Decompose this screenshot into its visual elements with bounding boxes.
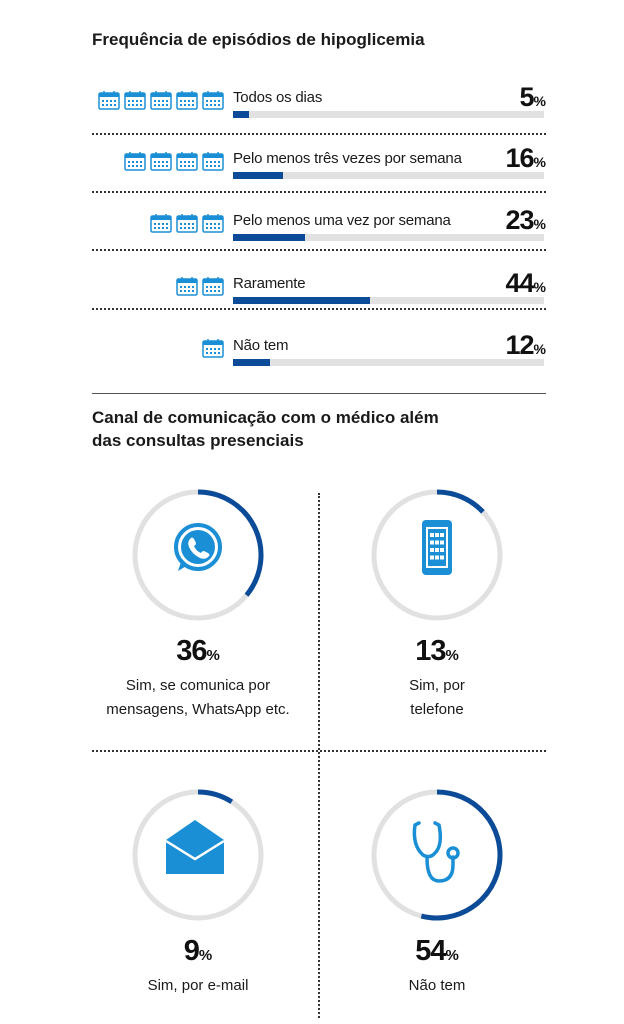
- ring-label: Sim, se comunica por mensagens, WhatsApp…: [106, 677, 290, 718]
- donut-ring: [132, 789, 264, 921]
- calendar-icon: [176, 152, 198, 171]
- calendar-icon: [150, 214, 172, 233]
- bar: [233, 234, 305, 241]
- bar-value-label: 44%: [506, 268, 547, 299]
- ring-arc: [197, 789, 234, 804]
- bar-track: [233, 297, 544, 304]
- bar-row: Raramente 44%: [92, 268, 547, 320]
- bar-label: Pelo menos três vezes por semana: [233, 150, 462, 167]
- calendar-icons: [98, 90, 224, 112]
- row-divider: [92, 249, 546, 251]
- bar: [233, 172, 283, 179]
- calendar-icon: [202, 152, 224, 171]
- calendar-icon: [202, 277, 224, 296]
- ring-arc: [197, 489, 264, 597]
- grid-divider-vertical: [318, 493, 320, 1018]
- calendar-icon: [176, 91, 198, 110]
- bar-label: Pelo menos uma vez por semana: [233, 212, 451, 229]
- percent-sign: %: [533, 341, 546, 357]
- ring-arc: [436, 489, 485, 514]
- ring-value-label: 13%: [322, 635, 552, 672]
- bar-track: [233, 359, 544, 366]
- ring-cell: 54% Não tem: [322, 785, 552, 998]
- ring-cell: 36% Sim, se comunica por mensagens, Whats…: [83, 485, 313, 722]
- calendar-icons: [124, 151, 224, 173]
- percent-sign: %: [533, 216, 546, 232]
- bar-row: Todos os dias 5%: [92, 82, 546, 134]
- ring-label: Não tem: [408, 977, 466, 994]
- section-divider: [92, 393, 546, 394]
- communication-title-text: Canal de comunicação com o médico além d…: [92, 408, 439, 450]
- donut-ring: [371, 789, 503, 921]
- ring-value-number: 9: [183, 935, 200, 967]
- calendar-icon: [98, 91, 120, 110]
- ring-arc: [420, 789, 503, 921]
- bar: [233, 359, 270, 366]
- calendar-icon: [150, 91, 172, 110]
- bar-row: Pelo menos três vezes por semana 16%: [92, 143, 547, 195]
- bar-label: Raramente: [233, 275, 306, 292]
- bar-label: Todos os dias: [233, 89, 323, 106]
- bar-value-number: 23: [505, 205, 535, 235]
- bar-value-number: 16: [505, 143, 535, 173]
- bar-value-label: 16%: [506, 143, 547, 174]
- calendar-icon: [202, 214, 224, 233]
- ring-value-label: 54%: [322, 935, 552, 972]
- bar-value-label: 12%: [506, 330, 547, 361]
- bar-track: [233, 111, 544, 118]
- ring-value-label: 9%: [83, 935, 313, 972]
- ring-value-number: 13: [415, 635, 446, 667]
- bar-row: Não tem 12%: [92, 330, 547, 382]
- chart-title-frequency: Frequência de episódios de hipoglicemia: [92, 30, 425, 49]
- ring-label: Sim, por telefone: [409, 677, 465, 718]
- row-divider: [92, 308, 546, 310]
- calendar-icon: [202, 339, 224, 358]
- bar: [233, 111, 249, 118]
- bar-value-number: 12: [505, 330, 535, 360]
- bar-value-label: 23%: [506, 205, 547, 236]
- row-divider: [92, 133, 546, 135]
- stethoscope-icon: [412, 821, 460, 883]
- chart-title-communication: Canal de comunicação com o médico além d…: [92, 406, 452, 452]
- row-divider: [92, 191, 546, 193]
- calendar-icon: [176, 277, 198, 296]
- ring-value-number: 36: [176, 635, 207, 667]
- percent-sign: %: [533, 279, 546, 295]
- ring-value-label: 36%: [83, 635, 313, 672]
- calendar-icon: [176, 214, 198, 233]
- grid-divider-horizontal: [92, 750, 546, 752]
- phone-icon: [422, 520, 452, 575]
- bar-value-number: 44: [505, 268, 535, 298]
- ring-label: Sim, por e-mail: [147, 977, 249, 994]
- bar-row: Pelo menos uma vez por semana 23%: [92, 205, 547, 257]
- calendar-icon: [124, 152, 146, 171]
- calendar-icon: [124, 91, 146, 110]
- calendar-icons: [150, 213, 224, 235]
- bar: [233, 297, 370, 304]
- bar-value-label: 5%: [520, 82, 546, 113]
- bar-value-number: 5: [519, 82, 535, 112]
- donut-ring: [132, 489, 264, 621]
- donut-ring: [371, 489, 503, 621]
- calendar-icon: [150, 152, 172, 171]
- calendar-icons: [176, 276, 224, 298]
- calendar-icons: [202, 338, 224, 360]
- calendar-icon: [202, 91, 224, 110]
- whatsapp-icon: [174, 523, 222, 571]
- percent-sign: %: [445, 947, 459, 964]
- percent-sign: %: [206, 647, 220, 664]
- bar-label: Não tem: [233, 337, 289, 354]
- percent-sign: %: [533, 93, 546, 109]
- ring-cell: 9% Sim, por e-mail: [83, 785, 313, 998]
- percent-sign: %: [533, 154, 546, 170]
- ring-value-number: 54: [415, 935, 446, 967]
- bar-track: [233, 172, 544, 179]
- ring-cell: 13% Sim, por telefone: [322, 485, 552, 722]
- bar-track: [233, 234, 544, 241]
- percent-sign: %: [445, 647, 459, 664]
- percent-sign: %: [198, 947, 213, 964]
- envelope-icon: [165, 820, 225, 874]
